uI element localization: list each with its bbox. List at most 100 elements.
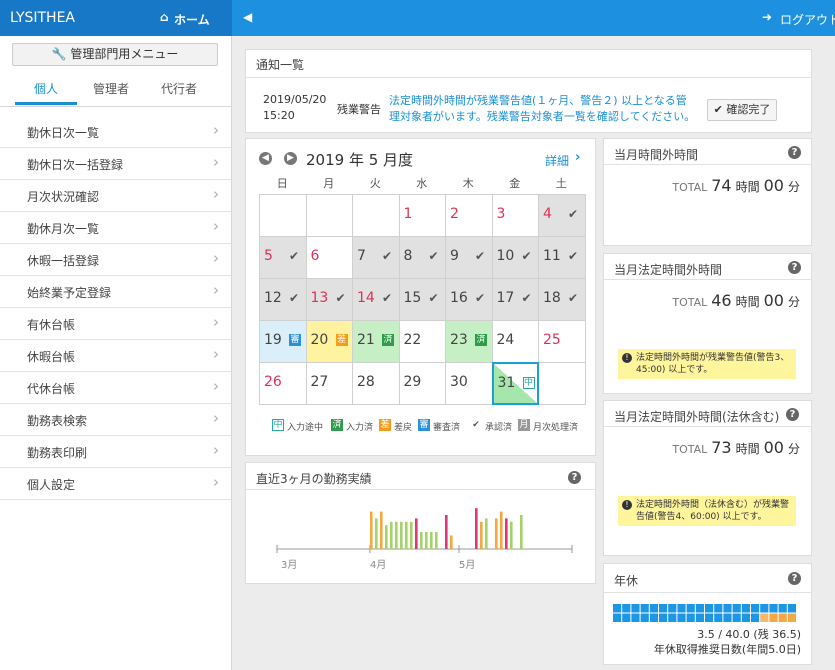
calendar-cell[interactable]: 7 ✔ [352, 236, 400, 279]
menu-item[interactable]: 有休台帳 › [0, 308, 231, 340]
calendar-cell[interactable]: 27 [305, 362, 353, 405]
calendar-cell[interactable]: 2 [445, 194, 493, 237]
logout-link[interactable]: ログアウト [780, 13, 835, 27]
calendar-cell[interactable]: 6 [305, 236, 353, 279]
confirm-button[interactable]: ✔ 確認完了 [707, 99, 777, 121]
confirm-label: 確認完了 [726, 103, 771, 116]
legend-label: 差戻 [394, 423, 413, 433]
sidebar: 🔧 管理部門用メニュー 個人 管理者 代行者 勤休日次一覧 › 勤休日次一括登録 › 月次状況… [0, 36, 232, 670]
calendar-cell[interactable]: 4 ✔ [538, 194, 586, 237]
tab[interactable]: 代行者 [160, 82, 197, 96]
tab[interactable]: 管理者 [92, 82, 129, 96]
next-month[interactable]: ▶ [284, 152, 297, 165]
overtime-panel: 当月法定時間外時間? TOTAL 46 時間 00 分! 法定時間外時間が残業警告値(警告3… [603, 253, 812, 394]
warning-icon: ! [622, 500, 632, 510]
menu-label: 個人設定 [27, 478, 76, 492]
status-icon: 済 [475, 334, 487, 346]
detail-chevron[interactable]: › [575, 150, 581, 165]
help-icon[interactable]: ? [788, 146, 801, 159]
brand: LYSITHEA [10, 10, 76, 26]
tab[interactable]: 個人 [33, 82, 58, 96]
calendar-cell[interactable]: 12 ✔ [259, 278, 307, 321]
menu-item[interactable]: 勤休月次一覧 › [0, 212, 231, 244]
calendar-cell[interactable]: 11 ✔ [538, 236, 586, 279]
calendar-cell[interactable]: 20 差 [305, 320, 353, 363]
calendar-cell[interactable]: 10 ✔ [491, 236, 539, 279]
total-hours: 74 [711, 176, 732, 195]
total-total-label: TOTAL [672, 296, 708, 309]
calendar-cell[interactable]: 14 ✔ [352, 278, 400, 321]
menu-item[interactable]: 休暇一括登録 › [0, 244, 231, 276]
calendar-cell[interactable]: 3 [491, 194, 539, 237]
menu-item[interactable]: 月次状況確認 › [0, 180, 231, 212]
menu-label: 月次状況確認 [27, 190, 100, 204]
menu-chevron: › [213, 281, 219, 299]
admin-menu-button[interactable]: 🔧 管理部門用メニュー [12, 43, 218, 66]
detail-link[interactable]: 詳細 [545, 154, 570, 168]
total-minutes-unit: 分 [787, 442, 800, 456]
menu-item[interactable]: 始終業予定登録 › [0, 276, 231, 308]
logout-icon[interactable]: ➜ [762, 10, 773, 24]
calendar-cell[interactable]: 24 [491, 320, 539, 363]
day-number: 13 [310, 290, 329, 306]
tab-divider [0, 106, 231, 107]
calendar-cell[interactable]: 1 [398, 194, 446, 237]
calendar-cell[interactable]: 26 [259, 362, 307, 405]
menu-item[interactable]: 休暇台帳 › [0, 340, 231, 372]
calendar-cell[interactable]: 13 ✔ [305, 278, 353, 321]
calendar-cell[interactable]: 8 ✔ [398, 236, 446, 279]
calendar-cell [538, 362, 586, 405]
help-icon[interactable]: ? [788, 572, 801, 585]
calendar-cell[interactable]: 28 [352, 362, 400, 405]
menu-item[interactable]: 勤休日次一覧 › [0, 116, 231, 148]
approved-check: ✔ [568, 207, 579, 221]
home-link[interactable]: ホーム [174, 13, 210, 27]
menu-item[interactable]: 勤務表検索 › [0, 404, 231, 436]
calendar-cell[interactable]: 17 ✔ [491, 278, 539, 321]
notice-message[interactable]: 法定時間外時間が残業警告値(１ヶ月、警告２) 以上となる管理対象者がいます。残業… [389, 94, 696, 123]
collapse-toggle[interactable]: ◀ [243, 10, 253, 24]
weekday-label: 木 [462, 177, 474, 190]
approved-check: ✔ [521, 291, 532, 305]
total-total-label: TOTAL [672, 181, 708, 194]
wrench-icon: 🔧 [51, 47, 71, 61]
menu-label: 勤休月次一覧 [27, 222, 100, 236]
menu-item[interactable]: 勤務表印刷 › [0, 436, 231, 468]
menu-chevron: › [213, 377, 219, 395]
day-number: 8 [403, 248, 413, 264]
day-number: 22 [403, 332, 422, 348]
calendar-cell[interactable]: 18 ✔ [538, 278, 586, 321]
menu-item[interactable]: 個人設定 › [0, 468, 231, 500]
calendar-cell[interactable]: 16 ✔ [445, 278, 493, 321]
menu-item[interactable]: 代休台帳 › [0, 372, 231, 404]
total-hours-unit: 時間 [735, 442, 760, 456]
overtime-panel: 当月時間外時間? TOTAL 74 時間 00 分 [603, 138, 812, 246]
menu-chevron: › [213, 473, 219, 491]
menu-chevron: › [213, 409, 219, 427]
legend-label: 月次処理済 [533, 423, 579, 433]
approved-check: ✔ [428, 291, 439, 305]
calendar-cell[interactable]: 9 ✔ [445, 236, 493, 279]
calendar-cell[interactable]: 21 済 [352, 320, 400, 363]
prev-month[interactable]: ◀ [259, 152, 272, 165]
calendar-cell[interactable]: 25 [538, 320, 586, 363]
menu-chevron: › [213, 121, 219, 139]
calendar-cell[interactable]: 19 審 [259, 320, 307, 363]
calendar-cell[interactable]: 5 ✔ [259, 236, 307, 279]
approved-check: ✔ [568, 249, 579, 263]
home-icon[interactable]: ⌂ [160, 10, 169, 24]
calendar-cell[interactable]: 15 ✔ [398, 278, 446, 321]
notice-date: 2019/05/20 [263, 93, 327, 106]
day-number: 10 [496, 248, 515, 264]
menu-item[interactable]: 勤休日次一括登録 › [0, 148, 231, 180]
help-icon[interactable]: ? [568, 471, 581, 484]
calendar-cell[interactable]: 31 中 [491, 362, 539, 405]
help-icon[interactable]: ? [788, 261, 801, 274]
help-icon[interactable]: ? [786, 408, 799, 421]
calendar-cell[interactable]: 30 [445, 362, 493, 405]
calendar-cell[interactable]: 23 済 [445, 320, 493, 363]
calendar-cell[interactable]: 22 [398, 320, 446, 363]
menu-chevron: › [213, 313, 219, 331]
day-number: 5 [264, 248, 273, 264]
calendar-cell[interactable]: 29 [398, 362, 446, 405]
